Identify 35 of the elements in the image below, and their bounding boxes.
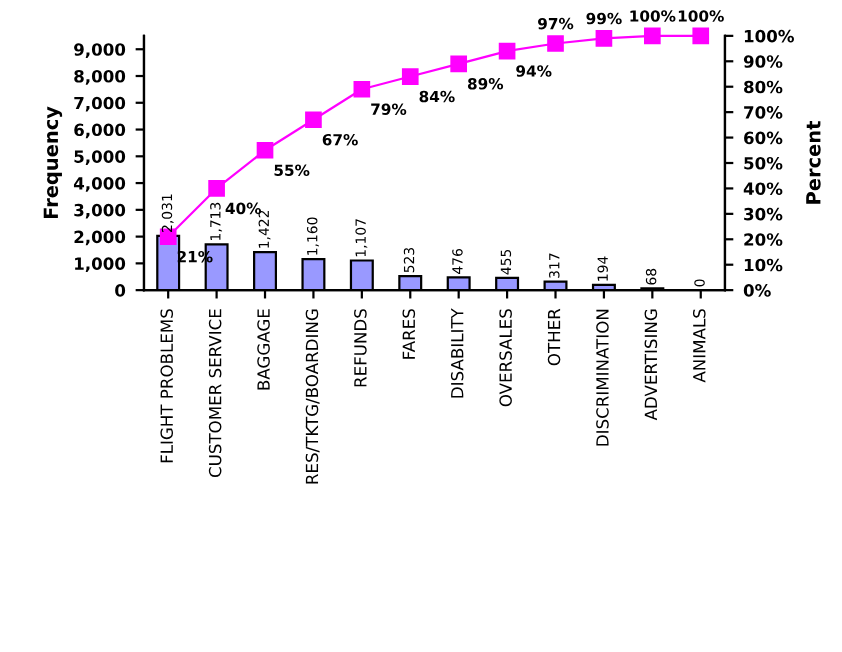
y-tick-label: 7,000	[74, 96, 126, 112]
x-tick-label: FARES	[402, 309, 416, 359]
x-tick-label: RES/TKTG/BOARDING	[305, 309, 320, 484]
y2-tick-label: 40%	[743, 182, 783, 195]
y2-tick-label: 100%	[744, 29, 794, 43]
y-tick-label: 0	[115, 284, 126, 297]
x-tick-label: DISABILITY	[450, 308, 464, 398]
x-tick-label: ANIMALS	[692, 309, 706, 383]
y2-tick-label: 30%	[744, 207, 783, 221]
y2-tick-label: 70%	[744, 106, 783, 119]
x-tick-label: FLIGHT PROBLEMS	[160, 309, 174, 463]
x-tick-label: OVERSALES	[499, 309, 512, 407]
x-tick-label: REFUNDS	[354, 309, 367, 387]
y2-tick-label: 80%	[744, 80, 783, 94]
y2-tick-label: 50%	[744, 156, 783, 170]
y2-tick-label: 60%	[744, 131, 783, 145]
y-axis-title: Frequency	[43, 106, 63, 219]
y-tick-label: 6,000	[74, 123, 126, 139]
y-tick-label: 1,000	[75, 257, 126, 273]
y-tick-label: 4,000	[73, 177, 126, 192]
y2-tick-label: 10%	[744, 258, 783, 272]
y2-tick-label: 20%	[744, 233, 783, 246]
y2-tick-label: 90%	[743, 55, 783, 68]
x-tick-label: ADVERTISING	[644, 309, 658, 421]
y2-axis-title: Percent	[806, 121, 821, 204]
x-tick-label: DISCRIMINATION	[596, 309, 609, 446]
x-tick-label: OTHER	[547, 308, 561, 366]
y-tick-label: 8,000	[74, 69, 126, 85]
x-tick-label: CUSTOMER SERVICE	[208, 309, 222, 478]
y-tick-label: 5,000	[74, 150, 126, 166]
y-tick-label: 2,000	[74, 230, 126, 246]
y2-tick-label: 0%	[743, 284, 771, 297]
y-tick-label: 3,000	[74, 203, 126, 219]
x-tick-label: BAGGAGE	[257, 309, 270, 390]
y-tick-label: 9,000	[74, 43, 126, 58]
